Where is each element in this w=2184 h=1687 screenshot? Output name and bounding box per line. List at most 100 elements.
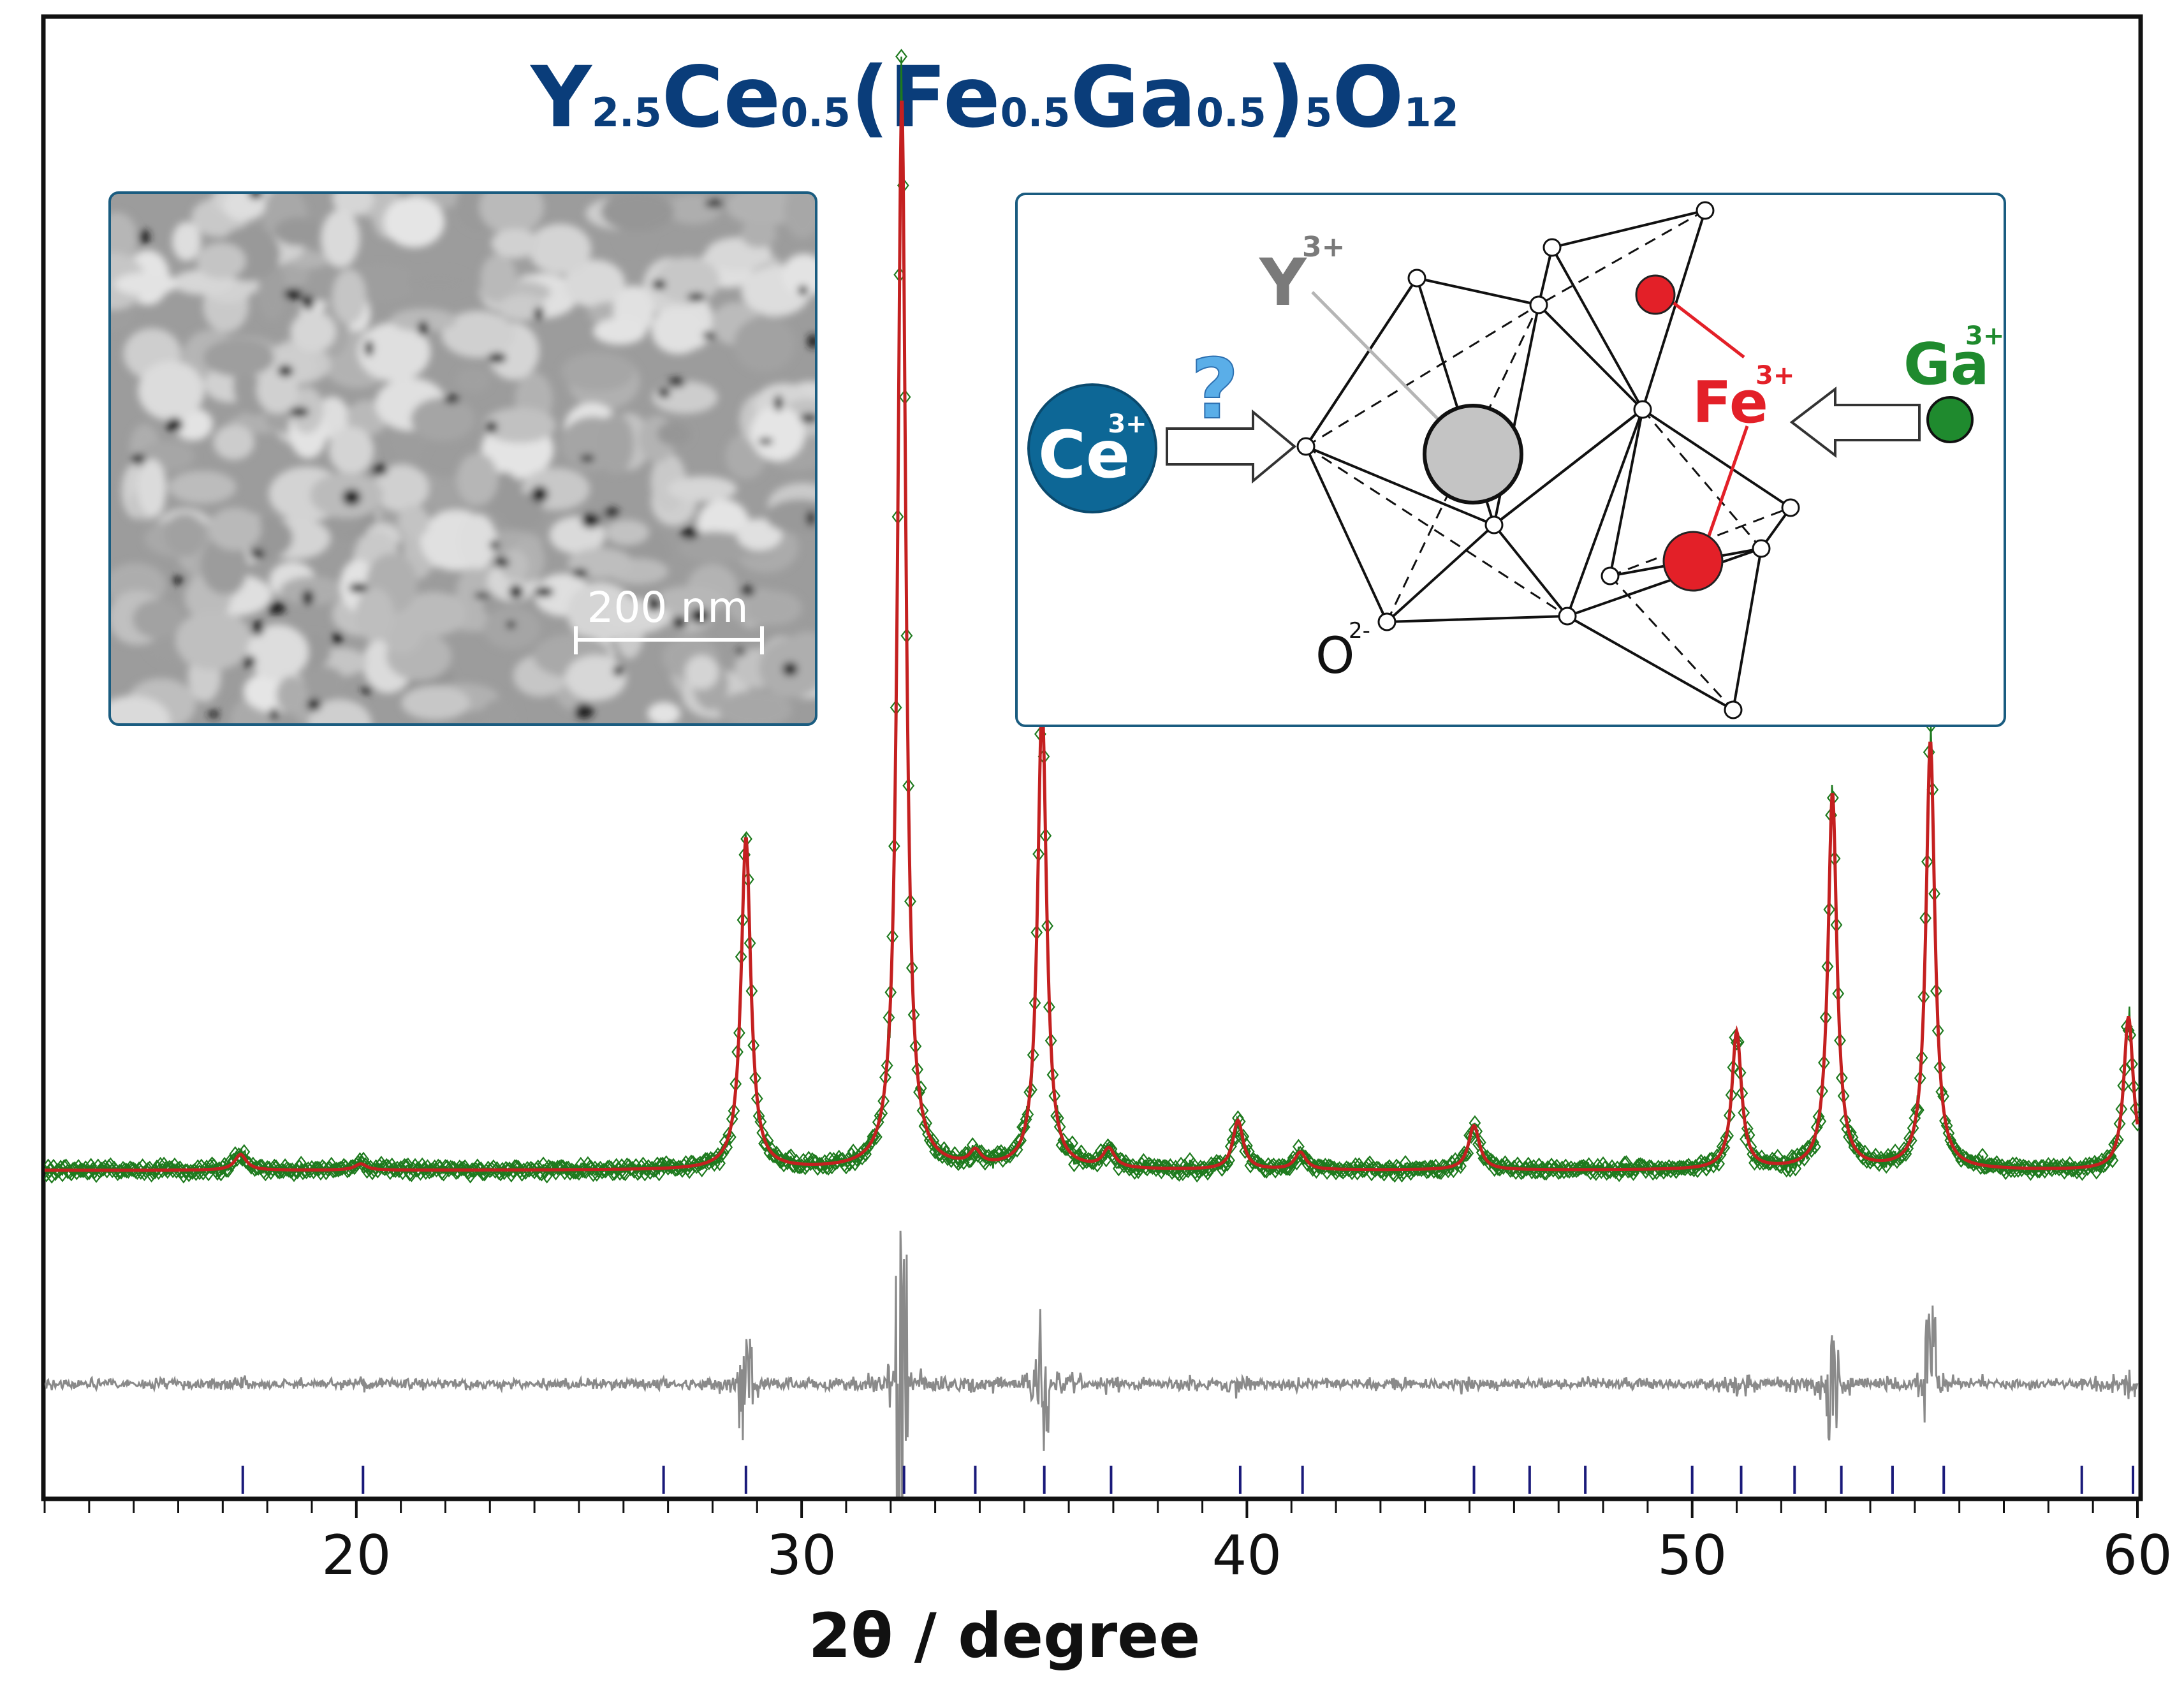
observed-point: [660, 1155, 673, 1171]
observed-point: [1969, 1154, 1982, 1170]
observed-point: [895, 48, 907, 64]
polyhedron-edge-hidden: [1537, 247, 1553, 306]
x-tick-label: 60: [2102, 1524, 2172, 1588]
observed-point: [714, 1155, 726, 1172]
y-label: Y: [1259, 245, 1307, 321]
oxygen-atom: [1484, 515, 1504, 534]
difference-curve: [45, 1230, 2139, 1498]
observed-point: [956, 1149, 968, 1165]
observed-point: [1747, 1146, 1759, 1162]
observed-point: [831, 1154, 844, 1170]
observed-point: [1677, 1160, 1690, 1176]
observed-point: [1022, 1107, 1034, 1123]
observed-point: [1298, 1149, 1310, 1165]
oxygen-atoms: [1296, 201, 1800, 719]
observed-point: [1638, 1158, 1650, 1175]
observed-point: [1025, 1082, 1037, 1098]
observed-point: [99, 1159, 112, 1175]
observed-point: [2111, 1131, 2124, 1148]
observed-point: [724, 1129, 737, 1146]
observed-point: [2104, 1148, 2117, 1165]
observed-point: [74, 1163, 87, 1179]
observed-point: [1627, 1165, 1639, 1181]
oxygen-atom: [1633, 400, 1652, 419]
observed-point: [552, 1160, 564, 1175]
polyhedron-edge-hidden: [1641, 409, 1763, 549]
x-tick-label: 40: [1212, 1524, 1282, 1588]
observed-point: [166, 1162, 179, 1179]
observed-point: [305, 1160, 318, 1176]
polyhedron-edge: [1386, 615, 1568, 623]
observed-point: [1111, 1153, 1123, 1170]
observed-point: [395, 1160, 407, 1176]
observed-point: [1807, 1134, 1820, 1151]
observed-point: [1116, 1153, 1129, 1168]
observed-point: [651, 1156, 664, 1172]
observed-point: [624, 1161, 637, 1177]
polyhedron-edge-hidden: [1609, 575, 1734, 711]
observed-point: [2001, 1160, 2014, 1175]
observed-point: [721, 1139, 733, 1156]
observed-point: [1780, 1161, 1793, 1178]
observed-point: [1175, 1156, 1187, 1172]
observed-point: [45, 1168, 58, 1184]
polyhedron-edge: [1732, 548, 1763, 711]
observed-point: [1987, 1158, 2000, 1174]
observed-point: [2131, 1116, 2139, 1132]
observed-point: [1426, 1160, 1439, 1175]
observed-point: [1764, 1154, 1777, 1171]
ce-ion: [1027, 383, 1157, 513]
observed-point: [1127, 1158, 1140, 1174]
observed-point: [532, 1160, 545, 1175]
observed-point: [1239, 1143, 1251, 1160]
sem-micrograph-inset: 200 nm: [108, 191, 817, 726]
observed-point: [1983, 1157, 1996, 1173]
observed-point: [1715, 1147, 1727, 1163]
observed-point: [1814, 1113, 1827, 1130]
polyhedron-edge: [1305, 277, 1418, 448]
ce-arrow-icon: [1166, 409, 1297, 484]
observed-point: [2007, 1156, 2019, 1172]
observed-point: [1235, 1129, 1248, 1146]
observed-point: [1066, 1135, 1079, 1151]
observed-point: [101, 1163, 114, 1179]
polyhedron-edge: [1305, 446, 1388, 622]
observed-point: [407, 1161, 420, 1177]
observed-point: [1169, 1160, 1182, 1175]
crystal-structure-inset: Ce 3+ ? Y 3+ Fe 3+ Ga 3+ O 2-: [1015, 193, 2006, 727]
observed-point: [1120, 1154, 1132, 1170]
observed-point: [849, 1155, 861, 1172]
observed-point: [1745, 1138, 1757, 1155]
polyhedron-edge-hidden: [1305, 304, 1539, 448]
observed-point: [1944, 1132, 1957, 1149]
observed-point: [1129, 1164, 1141, 1180]
observed-point: [1089, 1151, 1102, 1167]
oxygen-atom: [1529, 295, 1548, 314]
observed-point: [1349, 1157, 1362, 1173]
observed-point: [1740, 1131, 1752, 1147]
observed-point: [312, 1161, 325, 1177]
observed-point: [1460, 1146, 1472, 1163]
observed-point: [503, 1161, 516, 1177]
oxygen-atom: [1696, 201, 1715, 220]
oxygen-atom: [1601, 566, 1620, 586]
polyhedron-edge: [1609, 409, 1644, 577]
observed-point: [1731, 1035, 1743, 1050]
polyhedron-edge: [1305, 445, 1495, 526]
observed-point: [1785, 1149, 1798, 1165]
observed-point: [870, 1129, 883, 1145]
observed-point: [685, 1154, 698, 1170]
observed-point: [207, 1158, 220, 1174]
observed-point: [1905, 1133, 1917, 1149]
observed-point: [1784, 1161, 1796, 1178]
observed-point: [1015, 1132, 1027, 1149]
polyhedron-edge: [1641, 210, 1706, 410]
polyhedron-edge-hidden: [1305, 445, 1568, 617]
observed-point: [444, 1160, 457, 1175]
observed-point: [1579, 1160, 1592, 1176]
observed-point: [1413, 1161, 1426, 1177]
x-tick-label: 30: [766, 1524, 836, 1588]
observed-point: [388, 1161, 400, 1178]
observed-point: [562, 1160, 575, 1176]
